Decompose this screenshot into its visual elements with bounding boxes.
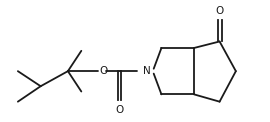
Text: O: O — [215, 6, 224, 16]
Text: O: O — [99, 66, 107, 76]
Text: N: N — [143, 66, 150, 76]
Text: O: O — [115, 105, 124, 115]
